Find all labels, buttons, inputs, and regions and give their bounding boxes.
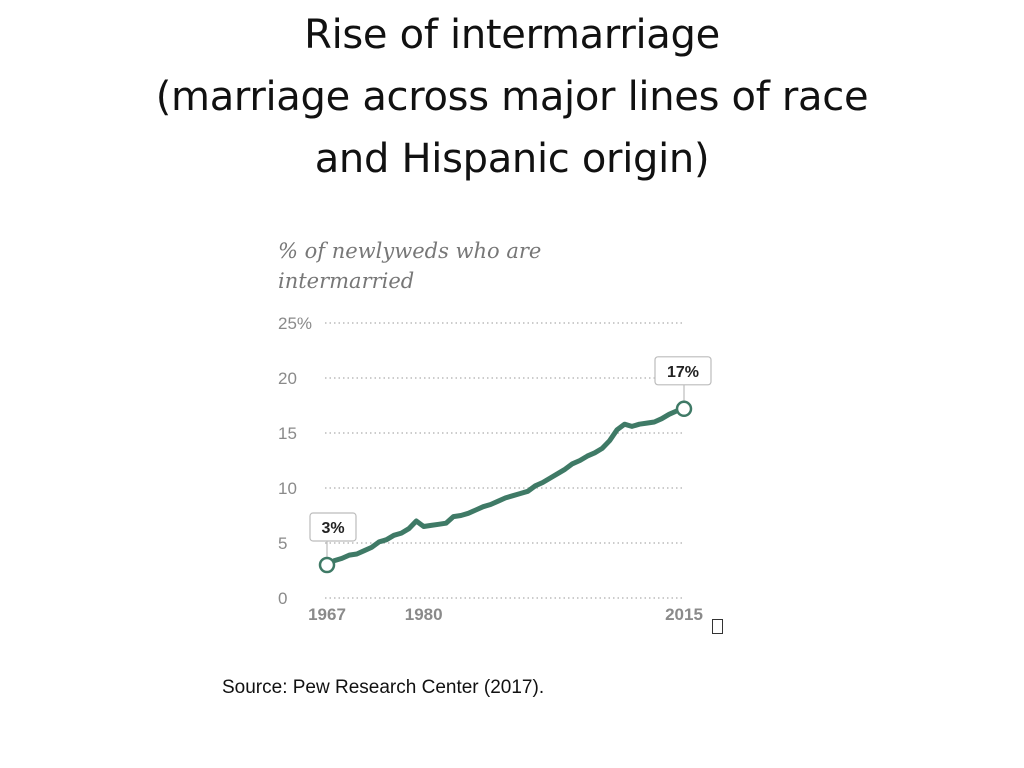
- slide-title-line-1: Rise of intermarriage: [304, 12, 720, 58]
- endpoint-marker-1: [675, 400, 693, 418]
- chart-subtitle-line-2: intermarried: [278, 269, 414, 293]
- callout-0: 3%: [309, 512, 357, 574]
- y-tick-label-20: 20: [278, 369, 297, 388]
- callout-label-1: 17%: [667, 364, 699, 381]
- callout-label-0: 3%: [321, 520, 344, 537]
- x-tick-label-1967: 1967: [308, 605, 346, 624]
- x-tick-label-1980: 1980: [405, 605, 443, 624]
- grid-layer: 0 5 10 15 20 25% 1967 1980 2015: [278, 314, 703, 624]
- y-tick-label-0: 0: [278, 589, 287, 608]
- slide-title-line-2: (marriage across major lines of race: [155, 74, 869, 120]
- source-note: Source: Pew Research Center (2017).: [222, 677, 545, 698]
- callout-box-0: [309, 512, 357, 542]
- slide-title: Rise of intermarriage (marriage across m…: [0, 4, 1024, 190]
- y-tick-label-5: 5: [278, 534, 287, 553]
- x-tick-label-2015: 2015: [665, 605, 703, 624]
- y-tick-label-25: 25%: [278, 314, 312, 333]
- chart-subtitle-line-1: % of newlyweds who are: [278, 239, 541, 263]
- annotation-layer: 3% 17%: [309, 356, 712, 574]
- series-line-0: [324, 406, 687, 568]
- endpoint-marker-0: [318, 556, 336, 574]
- line-layer: [324, 406, 687, 568]
- y-tick-label-15: 15: [278, 424, 297, 443]
- slide-title-line-3: and Hispanic origin): [314, 136, 710, 182]
- y-tick-label-10: 10: [278, 479, 297, 498]
- callout-box-1: [654, 356, 712, 386]
- callout-1: 17%: [654, 356, 712, 418]
- missing-glyph-box: [712, 619, 723, 634]
